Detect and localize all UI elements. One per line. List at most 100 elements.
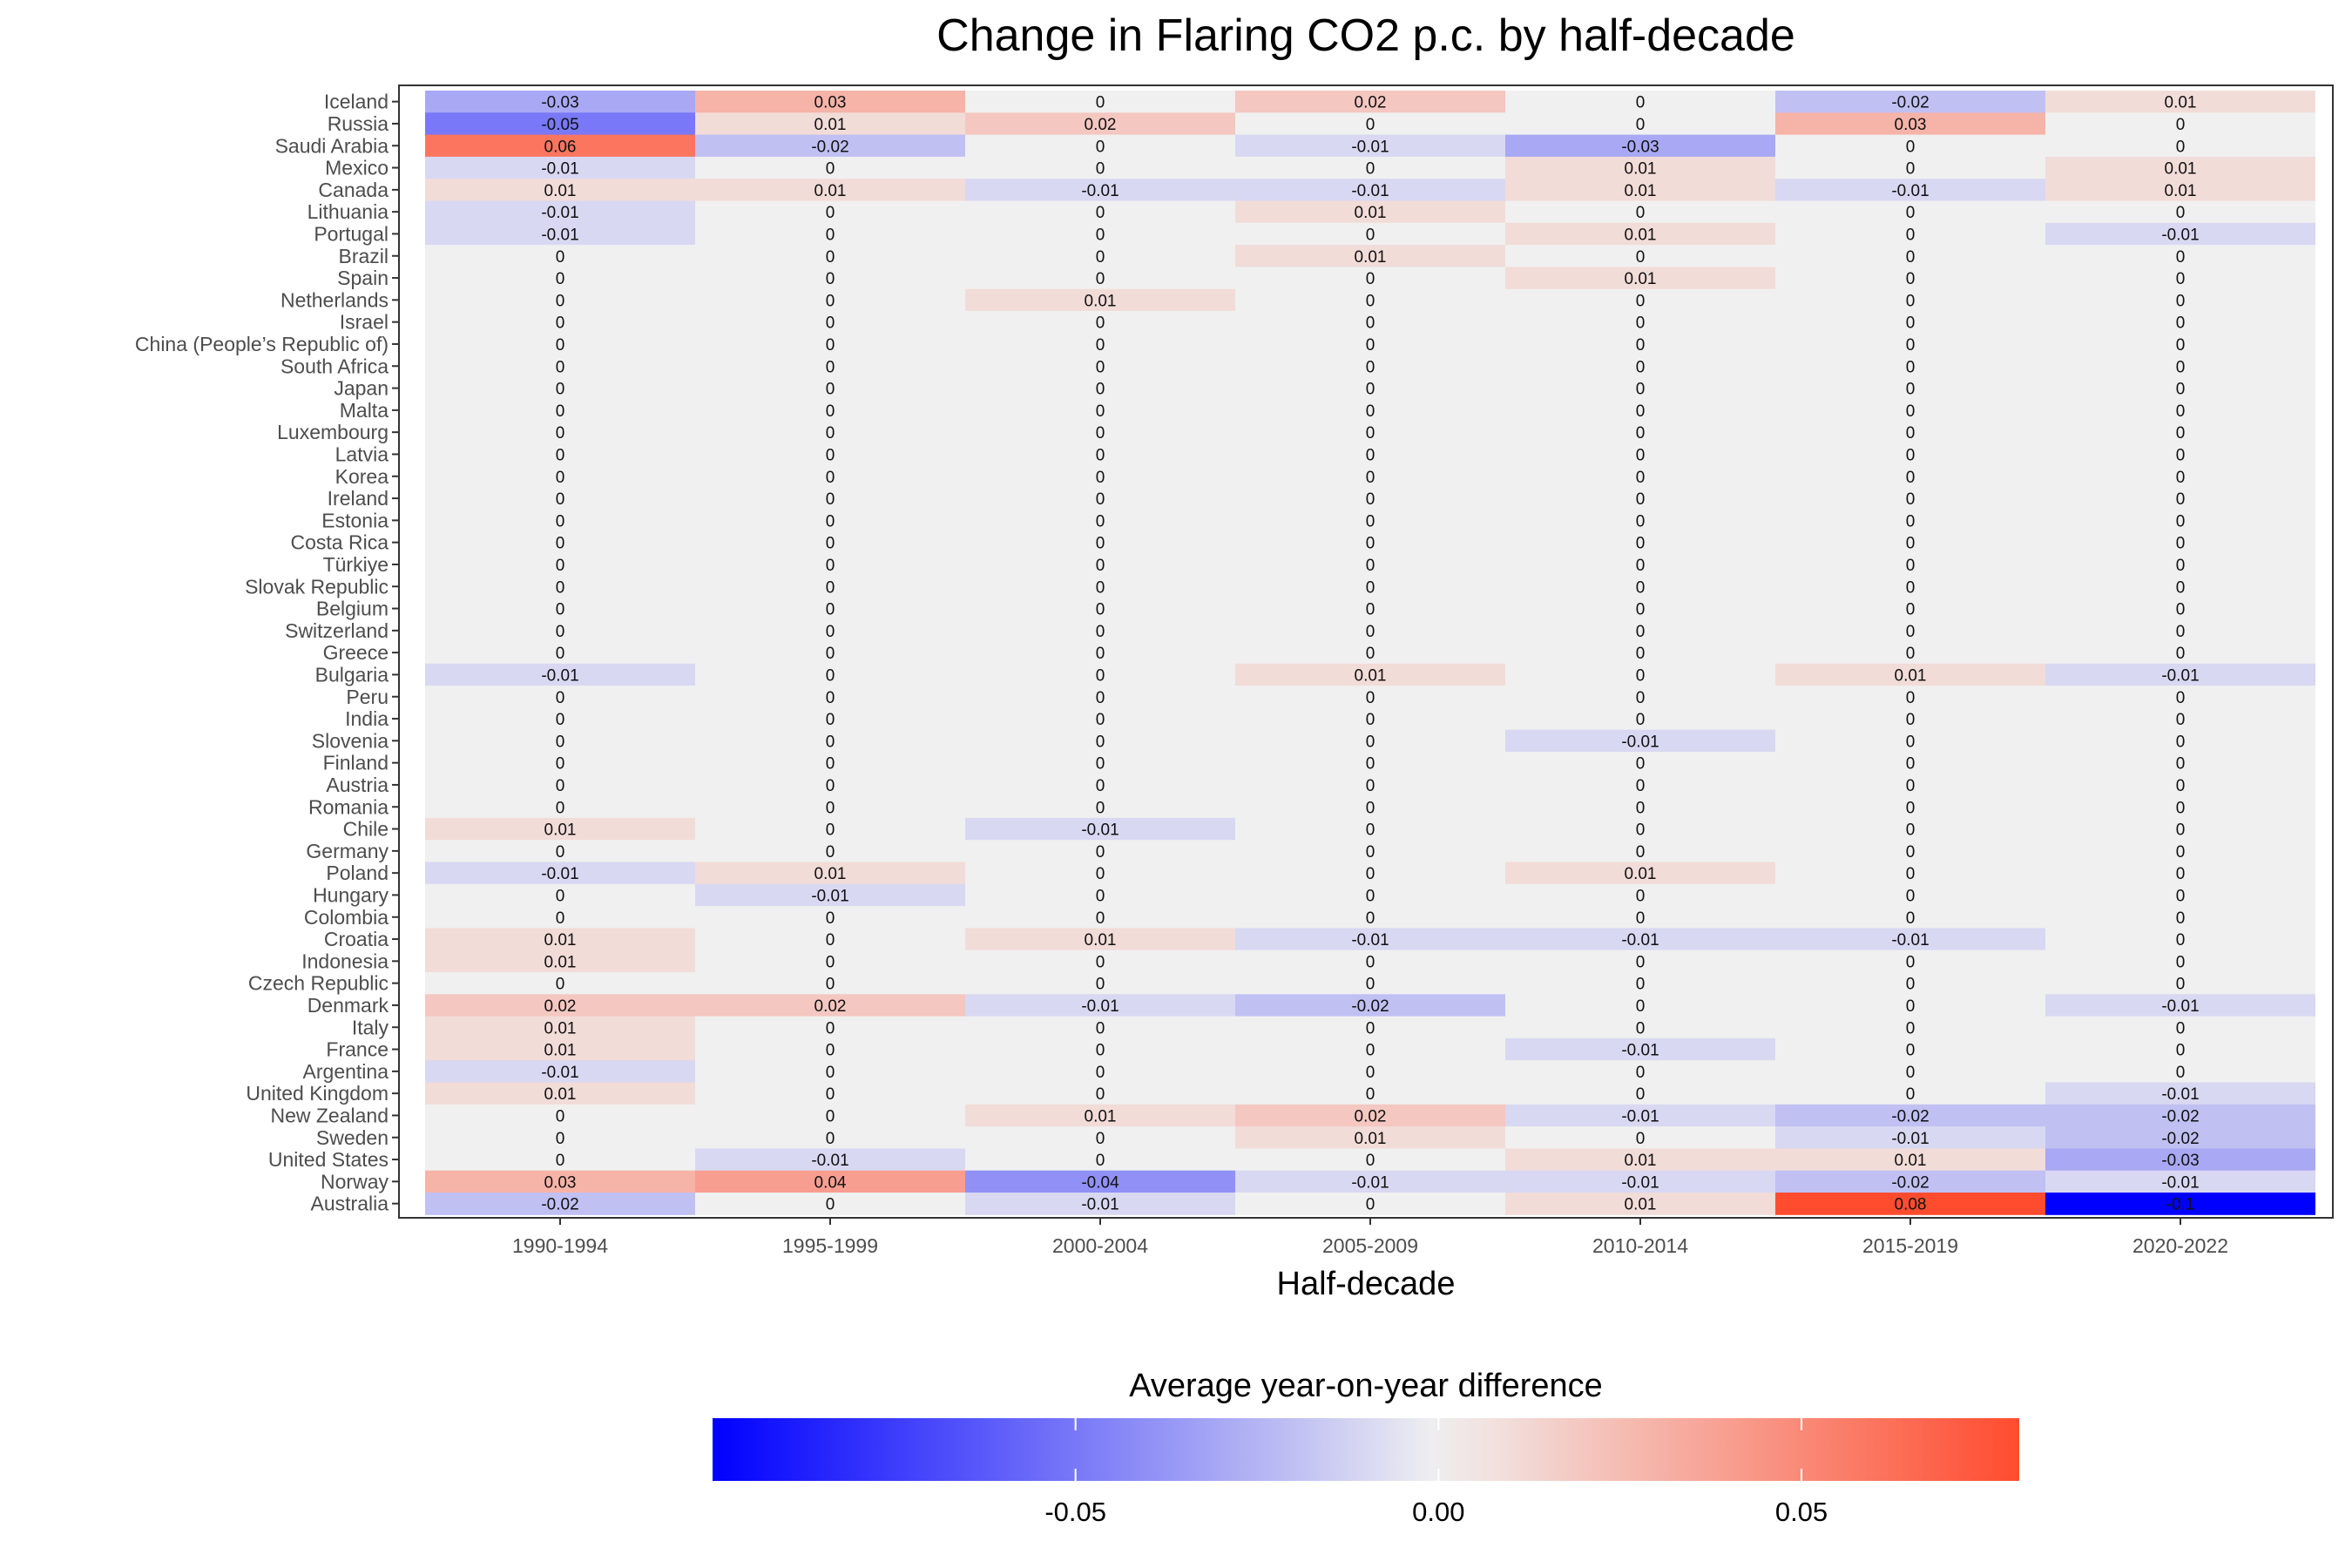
cell-value-label: 0 xyxy=(1366,887,1375,905)
heatmap-cell-norway-2015-2019 xyxy=(1775,1170,2045,1193)
cell-value-label: 0 xyxy=(826,557,835,575)
cell-value-label: 0.01 xyxy=(1085,931,1117,950)
cell-value-label: 0 xyxy=(1906,843,1916,862)
row-label-france: France xyxy=(326,1038,389,1061)
heatmap-cell-lithuania-2010-2014 xyxy=(1505,200,1775,224)
cell-value-label: 0 xyxy=(1096,402,1105,421)
heatmap-cell-lithuania-1995-1999 xyxy=(695,200,965,224)
panel-border xyxy=(398,84,2334,1219)
row-label-japan: Japan xyxy=(334,377,389,400)
cell-value-label: 0 xyxy=(2176,799,2186,817)
cell-value-label: 0.01 xyxy=(1355,1130,1387,1148)
cell-value-label: -0.01 xyxy=(1351,931,1389,950)
heatmap-cell-france-2010-2014 xyxy=(1505,1037,1775,1061)
heatmap-cell-canada-2000-2004 xyxy=(965,179,1235,201)
heatmap-cell-sweden-2005-2009 xyxy=(1235,1126,1505,1149)
heatmap-cell-canada-1995-1999 xyxy=(695,179,965,201)
heatmap-cell-russia-1990-1994 xyxy=(425,112,695,136)
heatmap-cell-italy-2020-2022 xyxy=(2045,1016,2315,1039)
heatmap-cell-russia-2000-2004 xyxy=(965,112,1235,136)
heatmap-cell-greece-1995-1999 xyxy=(695,641,965,665)
heatmap-cell-indonesia-2010-2014 xyxy=(1505,950,1775,973)
heatmap-cell-lithuania-2005-2009 xyxy=(1235,200,1505,224)
row-label-switzerland: Switzerland xyxy=(285,619,389,642)
heatmap-cell-norway-2000-2004 xyxy=(965,1170,1235,1193)
heatmap-cell-luxembourg-2000-2004 xyxy=(965,421,1235,444)
cell-value-label: 0 xyxy=(1636,424,1646,443)
cell-value-label: 0 xyxy=(1096,204,1105,222)
row-label-t-rkiye: Türkiye xyxy=(323,553,389,576)
cell-value-label: 0 xyxy=(1096,1130,1105,1148)
heatmap-cell-hungary-2015-2019 xyxy=(1775,883,2045,907)
heatmap-cell-south-africa-1995-1999 xyxy=(695,355,965,378)
heatmap-cell-brazil-1990-1994 xyxy=(425,245,695,267)
heatmap-cell-brazil-2000-2004 xyxy=(965,245,1235,267)
cell-value-label: 0 xyxy=(2176,821,2186,840)
cell-value-label: 0 xyxy=(2176,535,2186,553)
cell-value-label: 0.03 xyxy=(544,1173,577,1192)
cell-value-label: 0 xyxy=(1366,1064,1375,1082)
heatmap-cell-costa-rica-2015-2019 xyxy=(1775,531,2045,554)
cell-value-label: 0 xyxy=(1906,381,1916,399)
heatmap-cell-italy-2000-2004 xyxy=(965,1016,1235,1039)
heatmap-cell-czech-republic-2000-2004 xyxy=(965,972,1235,995)
cell-value-label: 0 xyxy=(826,1042,835,1060)
cell-value-label: 0 xyxy=(1906,469,1916,487)
row-label-spain: Spain xyxy=(337,267,389,289)
cell-value-label: 0 xyxy=(1636,557,1646,575)
heatmap-cell-bulgaria-2005-2009 xyxy=(1235,663,1505,686)
cell-value-label: 0 xyxy=(1636,512,1646,531)
cell-value-label: 0 xyxy=(2176,578,2186,597)
cell-value-label: 0 xyxy=(826,381,835,399)
cell-value-label: 0 xyxy=(826,270,835,288)
cell-value-label: 0 xyxy=(1906,755,1916,774)
cell-value-label: 0.01 xyxy=(1625,1152,1657,1170)
cell-value-label: 0 xyxy=(1636,314,1646,333)
cell-value-label: 0.01 xyxy=(1085,292,1117,310)
heatmap-cell-saudi-arabia-2010-2014 xyxy=(1505,134,1775,158)
row-label-slovenia: Slovenia xyxy=(312,729,389,752)
cell-value-label: 0 xyxy=(826,1085,835,1104)
cell-value-label: -0.02 xyxy=(1891,94,1929,112)
heatmap-cell-finland-2010-2014 xyxy=(1505,752,1775,774)
cell-value-label: 0 xyxy=(1636,645,1646,663)
cell-value-label: 0 xyxy=(1366,358,1375,376)
cell-value-label: 0 xyxy=(1906,777,1916,795)
cell-value-label: 0 xyxy=(1096,755,1105,774)
heatmap-cell-mexico-2020-2022 xyxy=(2045,156,2315,179)
heatmap-cell-russia-2005-2009 xyxy=(1235,112,1505,136)
heatmap-cell-france-1990-1994 xyxy=(425,1037,695,1061)
heatmap-cell-united-kingdom-1990-1994 xyxy=(425,1082,695,1105)
heatmap-cell-norway-1990-1994 xyxy=(425,1170,695,1193)
heatmap-cell-malta-2020-2022 xyxy=(2045,399,2315,422)
row-label-croatia: Croatia xyxy=(324,928,389,950)
heatmap-cell-netherlands-2010-2014 xyxy=(1505,288,1775,312)
heatmap-cell-south-africa-2020-2022 xyxy=(2045,355,2315,378)
heatmap-cell-romania-2000-2004 xyxy=(965,795,1235,819)
cell-value-label: 0 xyxy=(2176,1019,2186,1037)
heatmap-cell-latvia-2020-2022 xyxy=(2045,443,2315,466)
heatmap-cell-austria-2005-2009 xyxy=(1235,774,1505,797)
heatmap-cell-norway-2020-2022 xyxy=(2045,1170,2315,1193)
cell-value-label: 0 xyxy=(1096,160,1105,179)
heatmap-cell-finland-2015-2019 xyxy=(1775,752,2045,774)
cell-value-label: -0.01 xyxy=(541,666,578,685)
cell-value-label: 0 xyxy=(1096,358,1105,376)
cell-value-label: 0 xyxy=(1636,578,1646,597)
heatmap-cell-iceland-1990-1994 xyxy=(425,91,695,113)
cell-value-label: 0.01 xyxy=(1355,204,1387,222)
heatmap-cell-luxembourg-1995-1999 xyxy=(695,421,965,444)
heatmap-cell-ireland-2010-2014 xyxy=(1505,487,1775,510)
cell-value-label: 0 xyxy=(2176,1042,2186,1060)
heatmap-cell-portugal-2000-2004 xyxy=(965,222,1235,246)
cell-value-label: -0.02 xyxy=(1891,1107,1929,1125)
row-label-colombia: Colombia xyxy=(304,906,389,929)
heatmap-cell-slovak-republic-2010-2014 xyxy=(1505,575,1775,598)
heatmap-cell-germany-2020-2022 xyxy=(2045,840,2315,862)
heatmap-cell-colombia-2000-2004 xyxy=(965,906,1235,929)
heatmap-cell-slovenia-2005-2009 xyxy=(1235,729,1505,753)
cell-value-label: 0.01 xyxy=(814,182,847,200)
cell-value-label: 0.01 xyxy=(1895,666,1927,685)
heatmap-cell-poland-2005-2009 xyxy=(1235,862,1505,885)
